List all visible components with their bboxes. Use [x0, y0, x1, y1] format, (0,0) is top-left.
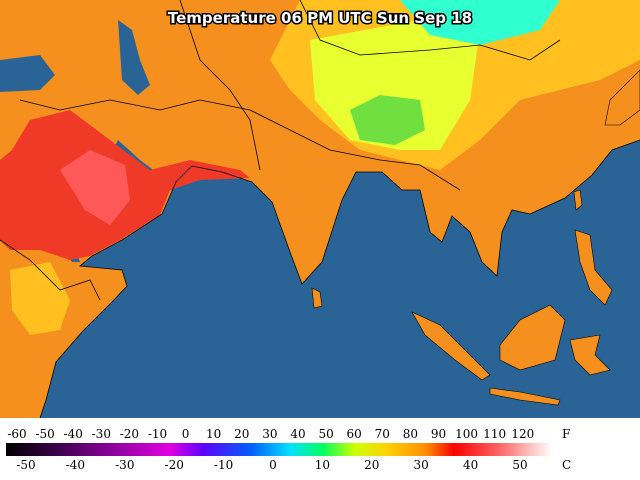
cool-zone [350, 95, 425, 145]
philippines [574, 229, 613, 306]
scale-label: 70 [375, 427, 390, 441]
scale-label: -20 [120, 427, 139, 441]
color-scale [6, 443, 552, 456]
scale-label: 50 [512, 458, 527, 472]
scale-label: 110 [483, 427, 506, 441]
scale-label: 60 [347, 427, 362, 441]
taiwan [573, 189, 583, 211]
cooler-africa [10, 262, 70, 335]
map: Temperature 06 PM UTC Sun Sep 18 [0, 0, 640, 419]
black-sea [0, 55, 55, 92]
scale-label: -20 [165, 458, 184, 472]
scale-label: 10 [206, 427, 221, 441]
cold-zone [400, 0, 560, 45]
sulawesi [569, 334, 611, 376]
scale-label: -50 [16, 458, 35, 472]
scale-label: -50 [35, 427, 54, 441]
scale-label: -10 [148, 427, 167, 441]
borders [179, 0, 261, 171]
scale-label: 0 [269, 458, 277, 472]
scale-label: 120 [511, 427, 534, 441]
scale-label: -60 [7, 427, 26, 441]
japan [604, 69, 640, 126]
scale-label: -30 [92, 427, 111, 441]
scale-label: -30 [115, 458, 134, 472]
scale-label: 20 [234, 427, 249, 441]
scale-label: 90 [431, 427, 446, 441]
unit-label: C [562, 458, 571, 472]
java [489, 387, 561, 406]
scale-label: 100 [455, 427, 478, 441]
map-title: Temperature 06 PM UTC Sun Sep 18 [168, 9, 472, 27]
scale-label: 30 [414, 458, 429, 472]
scale-label: 10 [315, 458, 330, 472]
scale-label: 50 [318, 427, 333, 441]
unit-label: F [562, 427, 570, 441]
scale-label: -40 [66, 458, 85, 472]
borders [0, 239, 101, 301]
coast [39, 139, 640, 419]
scale-label: 40 [290, 427, 305, 441]
hottest-zone [60, 150, 130, 225]
sri-lanka [311, 287, 323, 309]
scale-label: 80 [403, 427, 418, 441]
sumatra [411, 311, 491, 381]
caspian [118, 20, 150, 95]
scale-label: 30 [262, 427, 277, 441]
borders [19, 99, 461, 191]
borders [299, 0, 561, 61]
scale-label: 40 [463, 458, 478, 472]
borneo [499, 304, 566, 371]
scale-label: -10 [214, 458, 233, 472]
scale-label: 20 [364, 458, 379, 472]
scale-label: -40 [64, 427, 83, 441]
scale-label: 0 [182, 427, 190, 441]
